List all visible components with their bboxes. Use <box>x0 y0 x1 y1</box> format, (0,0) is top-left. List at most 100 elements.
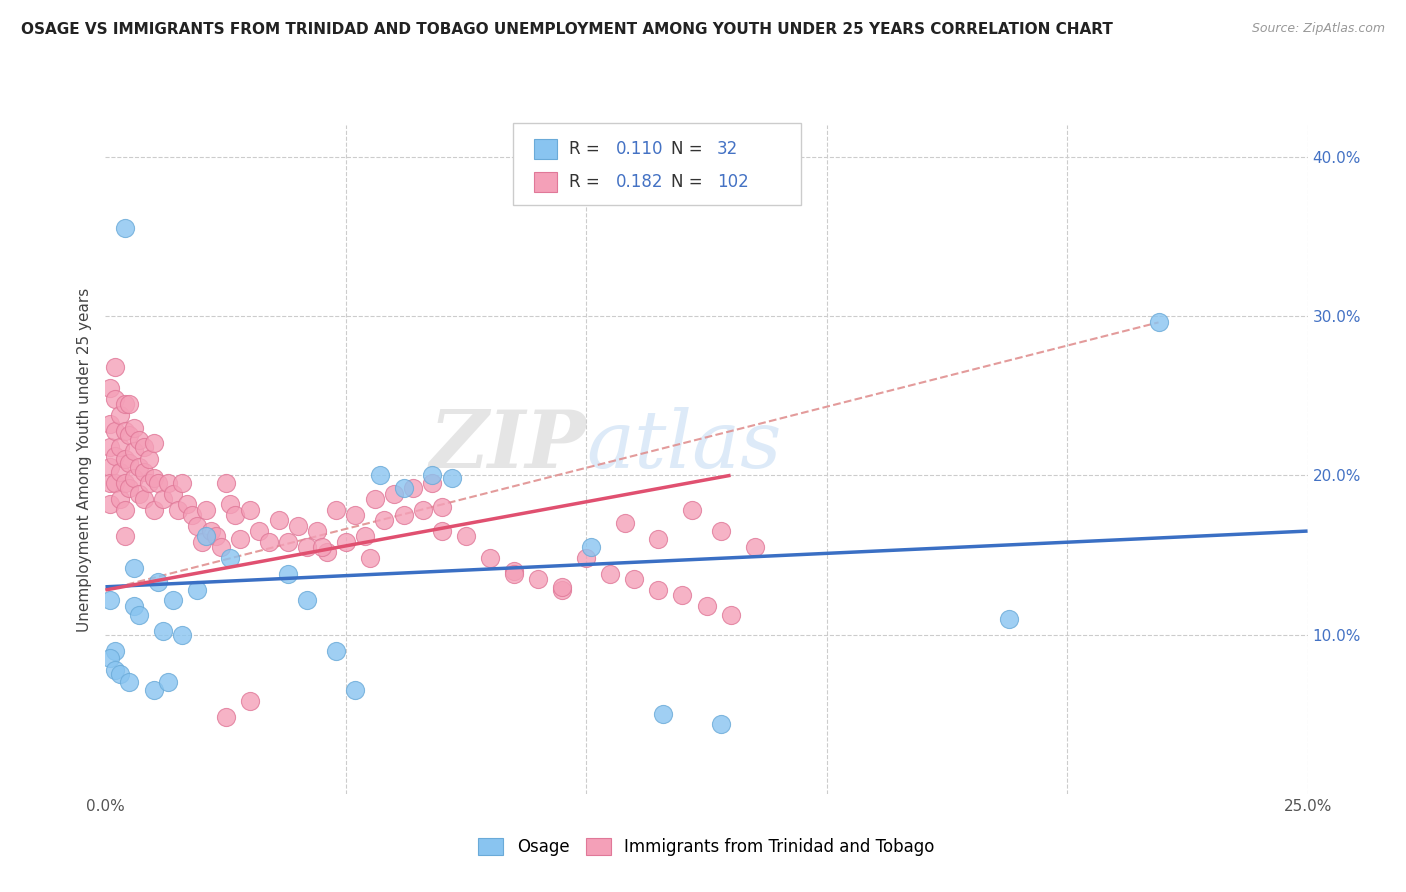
Point <box>124 599 146 613</box>
Point <box>392 481 415 495</box>
Point <box>373 513 395 527</box>
Point <box>364 492 387 507</box>
Point <box>118 396 141 410</box>
Point <box>124 444 146 458</box>
Point <box>104 476 127 491</box>
Point <box>114 221 136 235</box>
Point <box>190 535 212 549</box>
Text: 102: 102 <box>717 173 749 191</box>
Text: Source: ZipAtlas.com: Source: ZipAtlas.com <box>1251 22 1385 36</box>
Point <box>114 529 136 543</box>
Point <box>142 503 165 517</box>
Point <box>172 476 194 491</box>
Point <box>422 468 444 483</box>
Point <box>186 519 208 533</box>
Point <box>671 588 693 602</box>
Point <box>647 532 669 546</box>
Point <box>156 476 179 491</box>
Point <box>681 503 703 517</box>
Point <box>219 551 242 566</box>
Point <box>114 452 136 467</box>
Point <box>162 592 184 607</box>
Point <box>359 551 381 566</box>
Point <box>205 529 228 543</box>
Point <box>98 417 121 432</box>
Point <box>479 551 502 566</box>
Point <box>503 567 526 582</box>
Point <box>422 476 444 491</box>
Text: 32: 32 <box>717 140 738 158</box>
Point <box>152 624 174 639</box>
Point <box>124 420 146 434</box>
Point <box>108 440 131 454</box>
Point <box>277 535 299 549</box>
Point <box>613 516 636 530</box>
Point <box>214 710 236 724</box>
Point <box>124 471 146 485</box>
Point <box>114 424 136 438</box>
Point <box>132 440 155 454</box>
Text: 0.182: 0.182 <box>616 173 664 191</box>
Point <box>186 582 208 597</box>
Point <box>430 524 453 538</box>
Point <box>138 452 160 467</box>
Point <box>297 540 319 554</box>
Point <box>152 492 174 507</box>
Point <box>527 572 550 586</box>
Point <box>344 683 367 698</box>
Text: R =: R = <box>569 140 606 158</box>
Point <box>195 529 218 543</box>
Point <box>354 529 377 543</box>
Point <box>108 408 131 422</box>
Y-axis label: Unemployment Among Youth under 25 years: Unemployment Among Youth under 25 years <box>77 287 93 632</box>
Point <box>224 508 246 523</box>
Point <box>219 497 242 511</box>
Point <box>156 675 179 690</box>
Point <box>132 492 155 507</box>
Point <box>652 707 675 722</box>
Text: N =: N = <box>671 140 707 158</box>
Point <box>98 592 121 607</box>
Point <box>575 551 598 566</box>
Point <box>176 497 198 511</box>
Point <box>392 508 415 523</box>
Point <box>104 663 127 677</box>
Point <box>368 468 391 483</box>
Point <box>454 529 477 543</box>
Point <box>402 481 425 495</box>
Point <box>148 574 170 589</box>
Point <box>297 592 319 607</box>
Point <box>647 582 669 597</box>
Point <box>132 465 155 479</box>
Point <box>104 449 127 463</box>
Point <box>440 471 463 485</box>
Point <box>287 519 309 533</box>
Point <box>696 599 718 613</box>
Point <box>325 503 347 517</box>
Point <box>142 436 165 450</box>
Point <box>239 503 262 517</box>
Point <box>551 582 574 597</box>
Point <box>128 460 150 475</box>
Point <box>128 608 150 623</box>
Point <box>166 503 188 517</box>
Point <box>623 572 645 586</box>
Point <box>148 476 170 491</box>
Point <box>104 643 127 657</box>
Legend: Osage, Immigrants from Trinidad and Tobago: Osage, Immigrants from Trinidad and Toba… <box>471 831 942 863</box>
Point <box>720 608 742 623</box>
Point <box>412 503 434 517</box>
Point <box>214 476 236 491</box>
Text: 0.110: 0.110 <box>616 140 664 158</box>
Point <box>162 487 184 501</box>
Point <box>108 492 131 507</box>
Point <box>118 456 141 470</box>
Point <box>503 564 526 578</box>
Text: ZIP: ZIP <box>429 408 586 484</box>
Point <box>138 476 160 491</box>
Point <box>382 487 405 501</box>
Point <box>98 440 121 454</box>
Point <box>325 643 347 657</box>
Point <box>315 545 337 559</box>
Point <box>98 651 121 665</box>
